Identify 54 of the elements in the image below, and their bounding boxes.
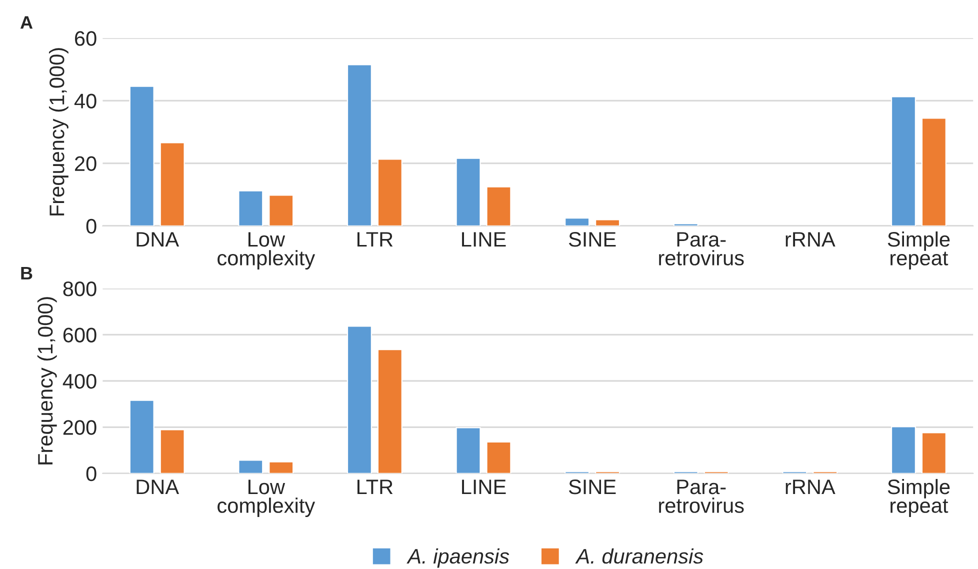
x-tick-label: SINE [568,480,616,494]
y-tick-label: 800 [63,281,96,296]
bar [564,218,590,226]
bar [595,219,620,226]
y-tick-label: 600 [63,328,96,342]
bar [129,86,154,226]
y-axis-title: Frequency (1,000) [48,48,68,216]
x-tick-label: Low complexity [218,480,316,518]
bar [456,158,481,226]
bar [268,461,294,474]
y-tick-label: 0 [86,218,96,234]
x-tick-label: LINE [462,232,506,247]
y-tick-label: 40 [74,94,96,108]
x-tick-label: Low complexity [218,232,316,270]
x-tick-label: Simple repeat [888,231,950,270]
x-tick-label: LTR [357,480,393,494]
bar [346,64,372,226]
bar [456,427,481,474]
bar [890,96,916,226]
bar [890,426,916,474]
bar [129,400,154,474]
x-tick-label: DNA [136,480,180,494]
bar [346,326,372,474]
text: B [21,266,32,280]
bar [377,348,402,474]
bar [486,441,512,474]
y-tick-label: 60 [75,31,96,46]
bar [160,429,185,474]
x-tick-label: LINE [462,480,506,494]
x-tick-label: DNA [136,232,180,247]
bar [160,142,185,226]
y-axis-title: Frequency (1,000) [37,297,57,464]
y-tick-label: 200 [63,420,96,435]
bar [268,194,294,226]
legend-label: A. duranensis [575,548,704,564]
legend-label: A. ipaensis [406,548,510,568]
x-tick-label: SINE [568,232,616,247]
x-tick-label: LTR [357,232,393,247]
x-tick-label: Para- retrovirus [659,232,744,266]
x-tick-label: Para- retrovirus [659,480,744,513]
bar [238,460,264,474]
y-tick-label: 0 [86,466,96,482]
bar [486,186,512,226]
x-tick-label: rRNA [786,232,836,247]
text: A [20,16,33,29]
bar [921,118,946,226]
y-tick-label: 20 [75,156,96,172]
bar [377,158,402,226]
bar [238,190,264,226]
x-tick-label: Simple repeat [888,478,950,518]
bar [921,432,946,474]
x-tick-label: rRNA [786,480,836,494]
y-tick-label: 400 [62,374,96,389]
bar [673,223,698,226]
